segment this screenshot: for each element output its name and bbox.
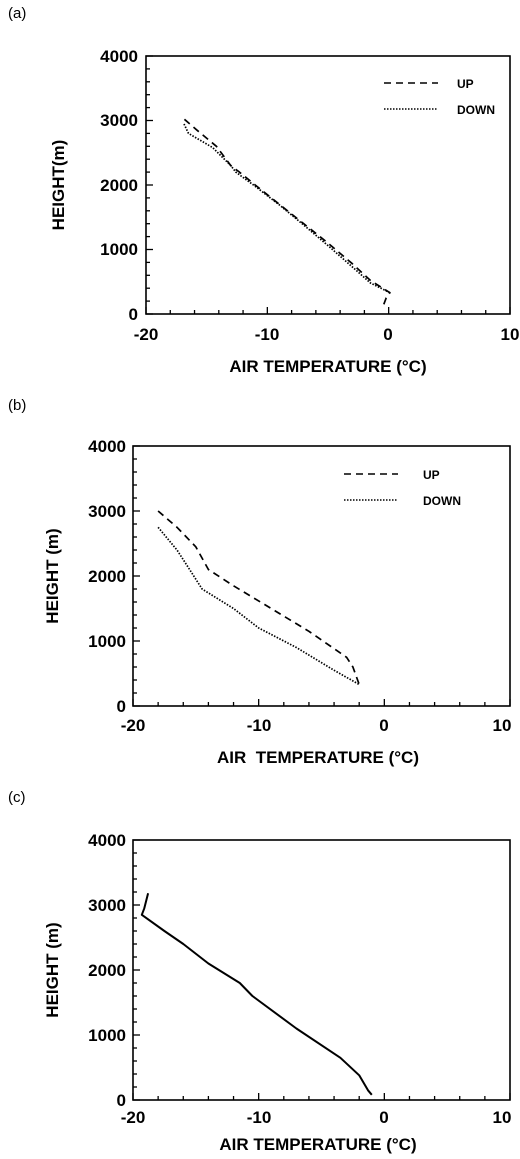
panel-label-b: (b) xyxy=(8,397,26,414)
panel-a: (a) -20 -10 0 10 0 1000 2000 3000 4000 A… xyxy=(8,5,519,376)
series-lines-b xyxy=(157,510,360,686)
series-line-a-down xyxy=(182,122,391,294)
x-axis-title-c: AIR TEMPERATURE (°C) xyxy=(219,1135,416,1154)
xtick-marks-a xyxy=(145,307,511,314)
ytick-label-a-3: 3000 xyxy=(100,111,138,130)
series-line-a-up xyxy=(183,117,391,305)
x-axis-title-a: AIR TEMPERATURE (°C) xyxy=(229,357,426,376)
panel-b: (b) -20 -10 0 10 0 1000 2000 3000 4000 A… xyxy=(8,397,511,767)
plot-frame-c xyxy=(132,839,511,1101)
xtick-marks-b xyxy=(132,699,511,706)
xtick-marks-c xyxy=(132,1093,511,1100)
legend-label-b-down: DOWN xyxy=(423,494,461,508)
legend-label-a-up: UP xyxy=(457,77,474,91)
ytick-label-a-0: 0 xyxy=(129,305,138,324)
ytick-label-c-1: 1000 xyxy=(88,1026,126,1045)
xtick-label-a-3: 10 xyxy=(501,325,520,344)
y-axis-title-c: HEIGHT (m) xyxy=(43,922,62,1017)
panel-c: (c) -20 -10 0 10 0 1000 2000 3000 4000 A… xyxy=(8,789,511,1154)
ytick-marks-b xyxy=(133,445,140,707)
ytick-marks-a xyxy=(146,55,153,315)
ytick-label-c-0: 0 xyxy=(117,1091,126,1110)
xtick-label-b-3: 10 xyxy=(493,716,512,735)
xtick-label-a-0: -20 xyxy=(134,325,159,344)
xtick-label-c-0: -20 xyxy=(121,1108,146,1127)
series-line-c-profile xyxy=(140,893,373,1096)
xtick-label-a-1: -10 xyxy=(255,325,280,344)
series-line-b-down xyxy=(157,526,360,686)
ytick-label-b-0: 0 xyxy=(117,697,126,716)
plot-frame-a xyxy=(145,55,511,315)
ytick-label-b-3: 3000 xyxy=(88,502,126,521)
ytick-label-c-4: 4000 xyxy=(88,831,126,850)
y-axis-title-a: HEIGHT(m) xyxy=(49,140,68,231)
plot-frame-b xyxy=(132,445,511,707)
xtick-label-b-1: -10 xyxy=(247,716,272,735)
legend-label-b-up: UP xyxy=(423,468,440,482)
ytick-label-b-4: 4000 xyxy=(88,437,126,456)
ytick-label-a-2: 2000 xyxy=(100,176,138,195)
panel-label-a: (a) xyxy=(8,5,26,22)
ytick-label-b-1: 1000 xyxy=(88,632,126,651)
series-lines-c xyxy=(140,893,373,1096)
ytick-label-a-4: 4000 xyxy=(100,47,138,66)
ytick-label-c-2: 2000 xyxy=(88,961,126,980)
legend-label-a-down: DOWN xyxy=(457,103,495,117)
y-axis-title-b: HEIGHT (m) xyxy=(43,528,62,623)
series-line-b-up xyxy=(157,510,360,685)
ytick-label-a-1: 1000 xyxy=(100,240,138,259)
ytick-label-c-3: 3000 xyxy=(88,896,126,915)
xtick-label-b-2: 0 xyxy=(379,716,388,735)
xtick-label-c-2: 0 xyxy=(379,1108,388,1127)
ytick-label-b-2: 2000 xyxy=(88,567,126,586)
x-axis-title-b: AIR TEMPERATURE (°C) xyxy=(217,748,419,767)
ytick-marks-c xyxy=(133,839,140,1101)
xtick-label-c-3: 10 xyxy=(493,1108,512,1127)
panel-label-c: (c) xyxy=(8,789,26,806)
xtick-label-b-0: -20 xyxy=(121,716,146,735)
series-lines-a xyxy=(182,117,391,305)
xtick-label-a-2: 0 xyxy=(383,325,392,344)
xtick-label-c-1: -10 xyxy=(247,1108,272,1127)
